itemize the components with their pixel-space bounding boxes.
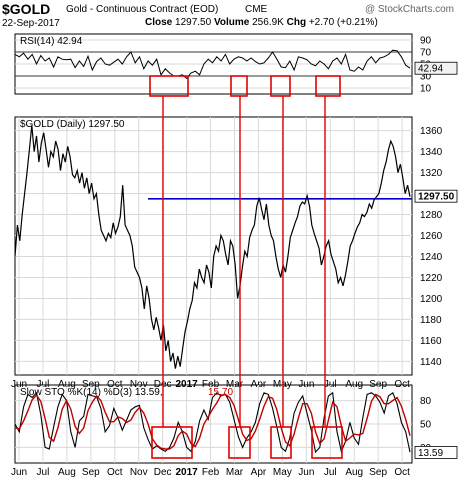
price-tick-label: 1260 <box>420 231 443 242</box>
rsi-line <box>14 49 411 80</box>
stoch-badge-box <box>414 445 458 459</box>
price-x-tick-label: Mar <box>226 379 244 390</box>
price-line <box>14 125 411 369</box>
price-x-tick-label: Sep <box>82 379 100 390</box>
price-x-tick-label: Sep <box>369 379 387 390</box>
stoch-x-tick-label: Feb <box>202 467 220 478</box>
close-readout: Close 1297.50 Volume 256.9K Chg +2.70 (+… <box>145 17 378 28</box>
stoch-x-tick-label: Jun <box>11 467 27 478</box>
rsi-title: RSI(14) 42.94 <box>20 36 83 47</box>
stoch-x-tick-label: 2017 <box>175 467 198 478</box>
stoch-x-tick-label: May <box>273 467 292 478</box>
stoch-x-tick-label: Mar <box>226 467 244 478</box>
stoch-x-tick-label: Oct <box>394 467 410 478</box>
rsi-tick-label: 90 <box>420 36 432 47</box>
stoch-d-line <box>14 393 411 450</box>
volume-label: Volume <box>213 17 250 28</box>
stoch-x-tick-label: Dec <box>154 467 172 478</box>
stoch-x-tick-label: Jul <box>324 467 337 478</box>
price-tick-label: 1340 <box>420 147 443 158</box>
stoch-x-tick-label: Nov <box>130 467 148 478</box>
rsi-highlight-box <box>270 75 291 97</box>
exchange-label: CME <box>245 4 268 15</box>
price-x-tick-label: Nov <box>130 379 148 390</box>
price-tick-label: 1280 <box>420 210 443 221</box>
price-x-tick-label: Aug <box>58 379 76 390</box>
price-x-tick-label: 2017 <box>175 379 198 390</box>
rsi-highlight-box <box>230 75 248 97</box>
price-badge-box <box>414 189 458 203</box>
price-title: $GOLD (Daily) 1297.50 <box>20 119 125 130</box>
price-x-tick-label: Oct <box>394 379 410 390</box>
chg-value: +2.70 (+0.21%) <box>308 17 378 28</box>
price-x-tick-label: Jun <box>11 379 27 390</box>
contract-name: Gold - Continuous Contract (EOD) <box>66 4 219 15</box>
price-tick-label: 1200 <box>420 294 443 305</box>
stoch-x-tick-label: Jun <box>298 467 314 478</box>
price-tick-label: 1320 <box>420 168 443 179</box>
price-x-tick-label: Jul <box>37 379 50 390</box>
date-label: 22-Sep-2017 <box>2 18 60 29</box>
price-tick-label: 1180 <box>420 315 442 326</box>
price-x-tick-label: Feb <box>202 379 220 390</box>
stoch-x-tick-label: Jul <box>37 467 50 478</box>
price-tick-label: 1160 <box>420 336 442 347</box>
price-x-tick-label: Jul <box>324 379 337 390</box>
stoch-x-tick-label: Sep <box>82 467 100 478</box>
price-x-tick-label: Aug <box>345 379 363 390</box>
price-x-tick-label: Oct <box>107 379 123 390</box>
price-x-tick-label: Jun <box>298 379 314 390</box>
price-tick-label: 1240 <box>420 252 443 263</box>
stoch-d-value: 15.70 <box>208 387 233 398</box>
rsi-tick-label: 70 <box>420 48 432 59</box>
price-tick-label: 1220 <box>420 273 443 284</box>
price-x-tick-label: Apr <box>251 379 267 390</box>
rsi-badge-box <box>414 61 458 75</box>
price-badge: 1297.50 <box>418 192 455 203</box>
chg-label: Chg <box>286 17 307 28</box>
price-tick-label: 1360 <box>420 126 443 137</box>
rsi-tick-label: 30 <box>420 72 432 83</box>
stoch-tick-label: 50 <box>420 420 432 431</box>
rsi-tick-label: 10 <box>420 84 432 95</box>
stoch-badge: 13.59 <box>418 448 443 459</box>
stoch-x-tick-label: Apr <box>251 467 267 478</box>
rsi-badge: 42.94 <box>418 64 443 75</box>
symbol-title: $GOLD <box>2 1 51 17</box>
rsi-highlight-box <box>315 75 341 97</box>
price-panel-frame <box>14 116 413 376</box>
stoch-title: Slow STO %K(14) %D(3) 13.59, <box>20 387 163 398</box>
rsi-highlight-box <box>149 75 189 97</box>
stoch-highlight-box <box>311 426 343 459</box>
stoch-x-tick-label: Oct <box>107 467 123 478</box>
stoch-tick-label: 80 <box>420 396 432 407</box>
stoch-x-tick-label: Aug <box>345 467 363 478</box>
close-label: Close <box>145 17 173 28</box>
stoch-highlight-box <box>151 426 193 459</box>
close-value: 1297.50 <box>175 17 212 28</box>
stoch-k-line <box>14 391 411 454</box>
volume-value: 256.9K <box>252 17 284 28</box>
stoch-x-tick-label: Sep <box>369 467 387 478</box>
stoch-x-tick-label: Aug <box>58 467 76 478</box>
watermark[interactable]: @ StockCharts.com <box>364 4 454 15</box>
stoch-highlight-box <box>270 426 292 459</box>
price-tick-label: 1140 <box>420 357 442 368</box>
